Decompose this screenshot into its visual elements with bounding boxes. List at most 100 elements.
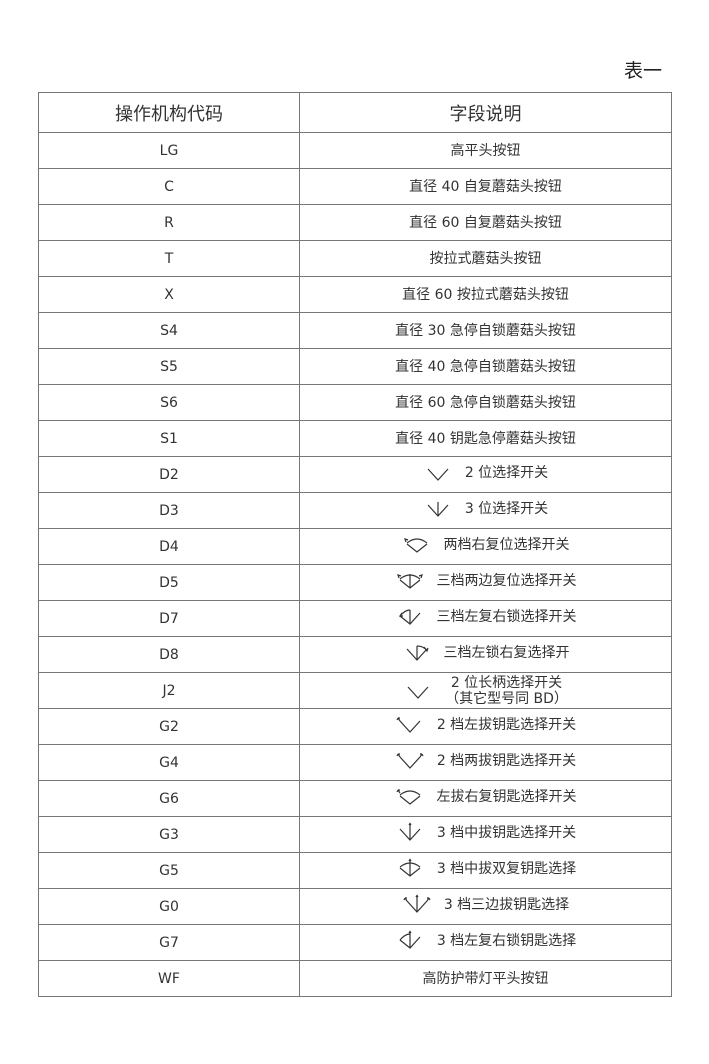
table-header-row: 操作机构代码 字段说明 — [38, 92, 672, 133]
code-cell: S5 — [38, 348, 300, 385]
description-text: 2 档左拔钥匙选择开关 — [436, 716, 577, 733]
description-cell: 高防护带灯平头按钮 — [299, 960, 672, 997]
right-return-three-icon — [406, 644, 429, 661]
description-cell: 三档左复右锁选择开关 — [299, 600, 672, 637]
description-text: 3 位选择开关 — [464, 500, 549, 517]
key-both-v-icon — [396, 752, 424, 769]
description-cell: 高平头按钮 — [299, 132, 672, 169]
description-text: 2 档两拔钥匙选择开关 — [436, 752, 577, 769]
code-cell: G7 — [38, 924, 300, 961]
code-cell: G4 — [38, 744, 300, 781]
description-text: 直径 60 急停自锁蘑菇头按钮 — [395, 394, 576, 411]
code-cell: T — [38, 240, 300, 277]
table-row: C 直径 40 自复蘑菇头按钮 — [38, 168, 672, 205]
table-row: S1 直径 40 钥匙急停蘑菇头按钮 — [38, 420, 672, 457]
code-cell: G6 — [38, 780, 300, 817]
description-cell: 直径 60 按拉式蘑菇头按钮 — [299, 276, 672, 313]
code-cell: S6 — [38, 384, 300, 421]
code-cell: G0 — [38, 888, 300, 925]
description-cell: 3 档左复右锁钥匙选择 — [299, 924, 672, 961]
description-cell: 直径 60 急停自锁蘑菇头按钮 — [299, 384, 672, 421]
description-text: 直径 40 自复蘑菇头按钮 — [409, 178, 562, 195]
table-row: R 直径 60 自复蘑菇头按钮 — [38, 204, 672, 241]
description-text: 三档两边复位选择开关 — [436, 572, 577, 589]
table-row: G7 3 档左复右锁钥匙选择 — [38, 924, 672, 961]
key-left-arc-icon — [395, 788, 420, 805]
description-cell: 2 档两拔钥匙选择开关 — [299, 744, 672, 781]
code-cell: D8 — [38, 636, 300, 673]
code-cell: WF — [38, 960, 300, 997]
table-row: S4 直径 30 急停自锁蘑菇头按钮 — [38, 312, 672, 349]
code-cell: S4 — [38, 312, 300, 349]
table-row: D2 2 位选择开关 — [38, 456, 672, 493]
description-text: 高平头按钮 — [450, 142, 521, 159]
table-row: G3 3 档中拔钥匙选择开关 — [38, 816, 672, 853]
code-cell: J2 — [38, 672, 300, 709]
description-cell: 3 档中拔钥匙选择开关 — [299, 816, 672, 853]
key-left-return-icon — [399, 929, 421, 949]
code-cell: S1 — [38, 420, 300, 457]
code-cell: G2 — [38, 708, 300, 745]
description-cell: 两档右复位选择开关 — [299, 528, 672, 565]
description-text: 直径 30 急停自锁蘑菇头按钮 — [395, 322, 576, 339]
description-cell: 直径 30 急停自锁蘑菇头按钮 — [299, 312, 672, 349]
code-cell: C — [38, 168, 300, 205]
description-text: 3 档三边拔钥匙选择 — [443, 896, 570, 913]
table-row: G6 左拔右复钥匙选择开关 — [38, 780, 672, 817]
description-cell: 直径 40 钥匙急停蘑菇头按钮 — [299, 420, 672, 457]
key-all-three-icon — [403, 893, 431, 913]
code-cell: D4 — [38, 528, 300, 565]
table-row: D7 三档左复右锁选择开关 — [38, 600, 672, 637]
description-cell: 直径 40 自复蘑菇头按钮 — [299, 168, 672, 205]
table-row: D5 三档两边复位选择开关 — [38, 564, 672, 601]
table-row: LG 高平头按钮 — [38, 132, 672, 169]
code-cell: X — [38, 276, 300, 313]
code-cell: G3 — [38, 816, 300, 853]
table-row: G0 3 档三边拔钥匙选择 — [38, 888, 672, 925]
description-cell: 3 档三边拔钥匙选择 — [299, 888, 672, 925]
key-middle-arc-icon — [399, 857, 421, 877]
description-text: 3 档左复右锁钥匙选择 — [436, 932, 577, 949]
description-text: 三档左锁右复选择开 — [443, 644, 570, 661]
table-row: D4 两档右复位选择开关 — [38, 528, 672, 565]
key-middle-three-icon — [399, 821, 421, 841]
two-position-v-icon — [427, 468, 449, 481]
code-cell: LG — [38, 132, 300, 169]
table-row: D8 三档左锁右复选择开 — [38, 636, 672, 673]
description-text: 按拉式蘑菇头按钮 — [429, 250, 542, 267]
description-cell: 2 档左拔钥匙选择开关 — [299, 708, 672, 745]
description-text: 直径 40 钥匙急停蘑菇头按钮 — [395, 430, 576, 447]
description-cell: 三档两边复位选择开关 — [299, 564, 672, 601]
description-text: 直径 60 自复蘑菇头按钮 — [409, 214, 562, 231]
description-cell: 三档左锁右复选择开 — [299, 636, 672, 673]
table-row: J2 2 位长柄选择开关 （其它型号同 BD） — [38, 672, 672, 709]
code-cell: D2 — [38, 456, 300, 493]
table-row: D3 3 位选择开关 — [38, 492, 672, 529]
three-position-v-icon — [427, 501, 449, 517]
operator-code-table: 操作机构代码 字段说明 LG 高平头按钮 C 直径 40 自复蘑菇头按钮 R 直径 … — [38, 92, 672, 997]
description-cell: 3 档中拔双复钥匙选择 — [299, 852, 672, 889]
two-position-v-icon — [407, 686, 429, 699]
description-text: 三档左复右锁选择开关 — [436, 608, 577, 625]
table-row: S6 直径 60 急停自锁蘑菇头按钮 — [38, 384, 672, 421]
description-text: 2 位长柄选择开关 — [450, 674, 563, 691]
header-description: 字段说明 — [299, 92, 672, 133]
code-cell: G5 — [38, 852, 300, 889]
table-row: G2 2 档左拔钥匙选择开关 — [38, 708, 672, 745]
description-text: 2 位选择开关 — [464, 464, 549, 481]
description-cell: 左拔右复钥匙选择开关 — [299, 780, 672, 817]
description-text: 直径 60 按拉式蘑菇头按钮 — [402, 286, 569, 303]
description-text: 3 档中拔钥匙选择开关 — [436, 824, 577, 841]
code-cell: D3 — [38, 492, 300, 529]
header-code: 操作机构代码 — [38, 92, 300, 133]
key-left-v-icon — [396, 716, 421, 733]
table-row: WF 高防护带灯平头按钮 — [38, 960, 672, 997]
description-cell: 直径 60 自复蘑菇头按钮 — [299, 204, 672, 241]
description-cell: 2 位选择开关 — [299, 456, 672, 493]
left-return-arc-icon — [398, 608, 420, 625]
both-return-arc-icon — [396, 573, 423, 589]
table-row: T 按拉式蘑菇头按钮 — [38, 240, 672, 277]
description-text: 左拔右复钥匙选择开关 — [436, 788, 577, 805]
code-cell: D5 — [38, 564, 300, 601]
description-text: 3 档中拔双复钥匙选择 — [436, 860, 577, 877]
